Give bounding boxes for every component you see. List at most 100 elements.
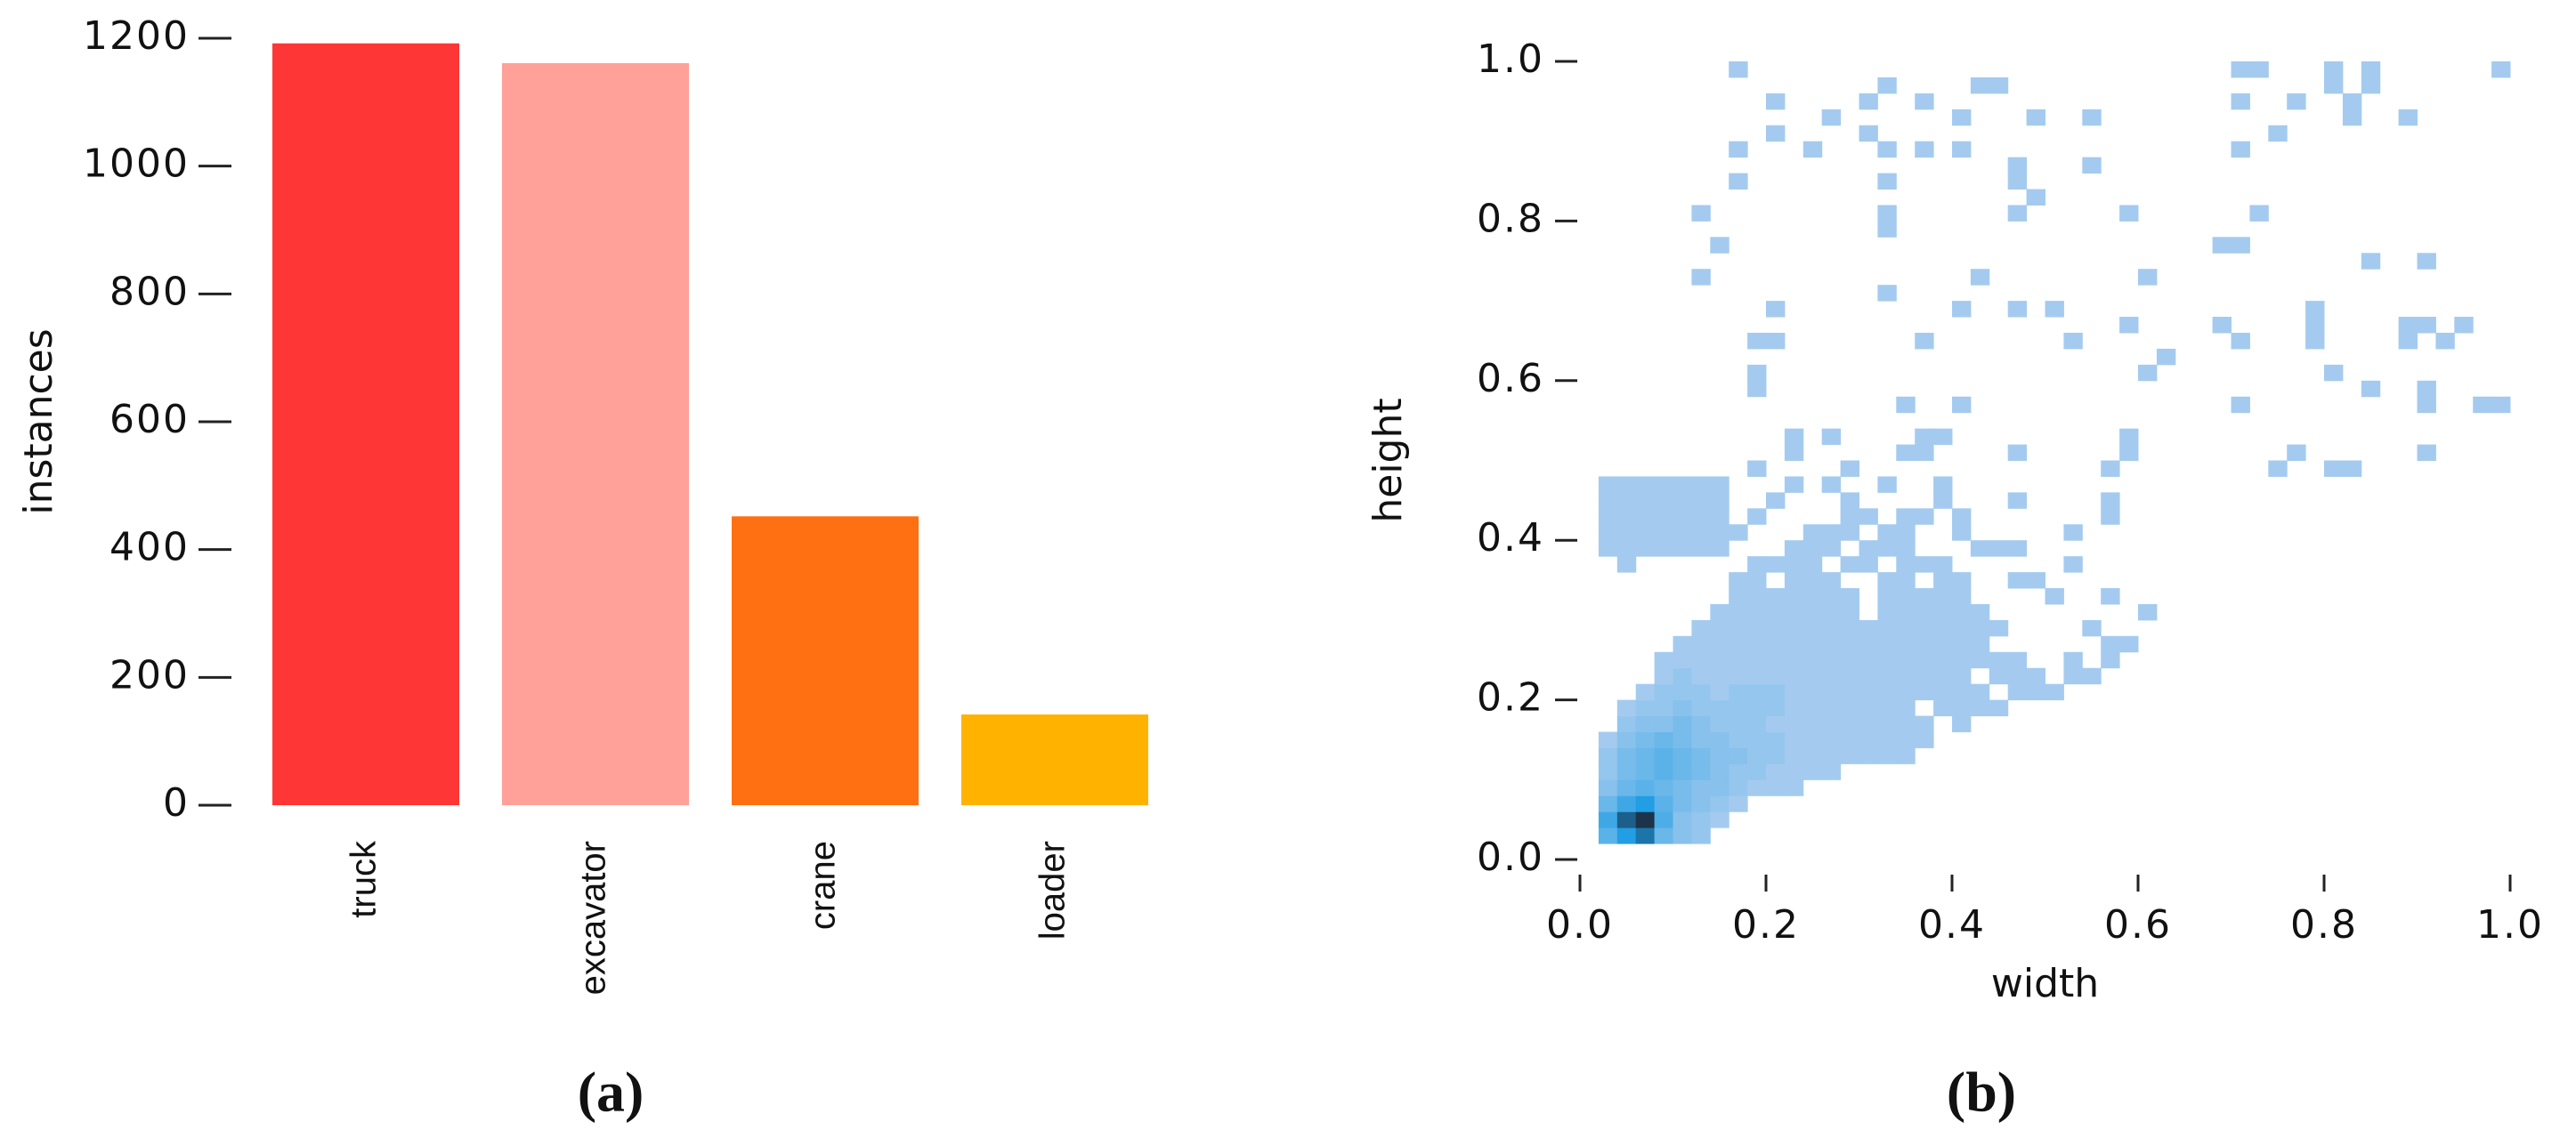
heat-cell bbox=[1729, 619, 1748, 637]
heat-cell bbox=[1859, 715, 1878, 732]
heat-cell bbox=[1859, 731, 1878, 748]
heat-cell bbox=[1616, 699, 1637, 717]
heat-cell bbox=[2491, 61, 2511, 78]
heat-cell bbox=[1896, 603, 1916, 621]
heat-cell bbox=[1915, 93, 1934, 110]
heat-cell bbox=[1654, 827, 1673, 844]
heat-cell bbox=[1933, 428, 1953, 446]
heat-cell bbox=[1821, 540, 1842, 557]
heat-cell bbox=[1877, 747, 1897, 764]
heat-cell bbox=[2007, 205, 2028, 222]
heat-cell bbox=[1989, 651, 2009, 669]
heat-cell bbox=[2082, 619, 2102, 637]
heat-cell bbox=[1877, 731, 1897, 748]
heat-cell bbox=[1915, 444, 1934, 461]
heat-cell bbox=[1654, 699, 1673, 717]
heat-cell bbox=[1896, 444, 1916, 461]
heat-cell bbox=[1673, 699, 1692, 717]
heat-cell bbox=[1673, 651, 1692, 669]
heat-cell bbox=[1729, 779, 1748, 796]
x-tick-label: 0.6 bbox=[2104, 902, 2172, 948]
heat-cell bbox=[1710, 524, 1729, 541]
heat-cell bbox=[2082, 157, 2102, 174]
heat-cell bbox=[1654, 651, 1673, 669]
heat-cell bbox=[1821, 524, 1842, 541]
heat-cell bbox=[1635, 492, 1656, 509]
heat-cell bbox=[1673, 683, 1692, 701]
heat-cell bbox=[2324, 61, 2344, 78]
bar bbox=[502, 63, 689, 805]
heat-cell bbox=[2268, 125, 2288, 142]
heat-cell bbox=[2063, 651, 2083, 669]
heat-cell bbox=[1821, 683, 1842, 701]
y-tick-label: 0.0 bbox=[1477, 835, 1544, 880]
heat-cell bbox=[1915, 508, 1934, 525]
heat-cell bbox=[2119, 428, 2139, 446]
heat-cell bbox=[2417, 253, 2436, 270]
y-tick-label: 200 bbox=[109, 652, 190, 698]
heat-cell bbox=[1784, 715, 1804, 732]
heat-cell bbox=[2082, 109, 2102, 126]
heat-cell bbox=[1747, 731, 1767, 748]
heat-cell bbox=[1877, 715, 1897, 732]
heat-cell bbox=[1952, 396, 1972, 414]
heat-cell bbox=[1933, 667, 1953, 685]
heat-cell bbox=[1840, 619, 1859, 637]
heat-cell bbox=[1654, 683, 1673, 701]
heat-cell bbox=[1840, 667, 1859, 685]
heat-cell bbox=[2417, 380, 2436, 398]
heat-cell bbox=[1747, 699, 1767, 717]
heat-cell bbox=[2101, 588, 2120, 605]
x-tick-label: 0.0 bbox=[1546, 902, 1614, 948]
heat-cell bbox=[1952, 699, 1972, 717]
heat-cell bbox=[1840, 651, 1859, 669]
heat-cell bbox=[1933, 683, 1953, 701]
heat-cell bbox=[1654, 811, 1673, 828]
heat-cell bbox=[1784, 588, 1804, 605]
heat-cell bbox=[1766, 125, 1786, 142]
heat-cell bbox=[1933, 476, 1953, 493]
heat-cell bbox=[1802, 683, 1823, 701]
x-tick-label: 0.2 bbox=[1732, 902, 1800, 948]
y-tick-label: 1.0 bbox=[1477, 36, 1544, 82]
heat-cell bbox=[1654, 731, 1673, 748]
heat-cell bbox=[1877, 77, 1897, 94]
heat-cell bbox=[1840, 508, 1859, 525]
heat-cell bbox=[2138, 269, 2158, 286]
heat-cell bbox=[2026, 189, 2045, 206]
heat-cell bbox=[1896, 540, 1916, 557]
heat-cell bbox=[1766, 683, 1786, 701]
heat-cell bbox=[2361, 77, 2381, 94]
heat-cell bbox=[1710, 492, 1729, 509]
heat-cell bbox=[1970, 635, 1990, 653]
heat-cell bbox=[1691, 779, 1711, 796]
heat-cell bbox=[2231, 237, 2250, 254]
heat-cell bbox=[1915, 556, 1934, 573]
heat-cell bbox=[1802, 524, 1823, 541]
bar bbox=[732, 516, 919, 805]
heat-cell bbox=[2417, 396, 2436, 414]
heat-cell bbox=[1821, 109, 1842, 126]
heat-cell bbox=[1821, 588, 1842, 605]
heat-cell bbox=[1784, 635, 1804, 653]
heat-cell bbox=[1710, 699, 1729, 717]
heat-cell bbox=[1747, 683, 1767, 701]
heat-cell bbox=[1766, 779, 1786, 796]
heat-cell bbox=[1691, 651, 1711, 669]
heat-cell bbox=[1710, 795, 1729, 812]
heat-cell bbox=[1840, 588, 1859, 605]
heat-cell bbox=[1598, 795, 1618, 812]
heat-cell bbox=[1635, 524, 1656, 541]
heat-cell bbox=[1859, 508, 1878, 525]
heat-cell bbox=[2435, 332, 2455, 350]
heat-cell bbox=[1729, 699, 1748, 717]
heat-cell bbox=[2324, 364, 2344, 382]
heat-cell bbox=[2026, 667, 2045, 685]
heat-cell bbox=[1802, 588, 1823, 605]
heat-cell bbox=[2249, 61, 2269, 78]
heat-cell bbox=[1729, 795, 1748, 812]
heat-cell bbox=[1970, 77, 1990, 94]
heat-cell bbox=[1747, 747, 1767, 764]
heat-cell bbox=[2045, 683, 2064, 701]
heat-cell bbox=[1654, 715, 1673, 732]
